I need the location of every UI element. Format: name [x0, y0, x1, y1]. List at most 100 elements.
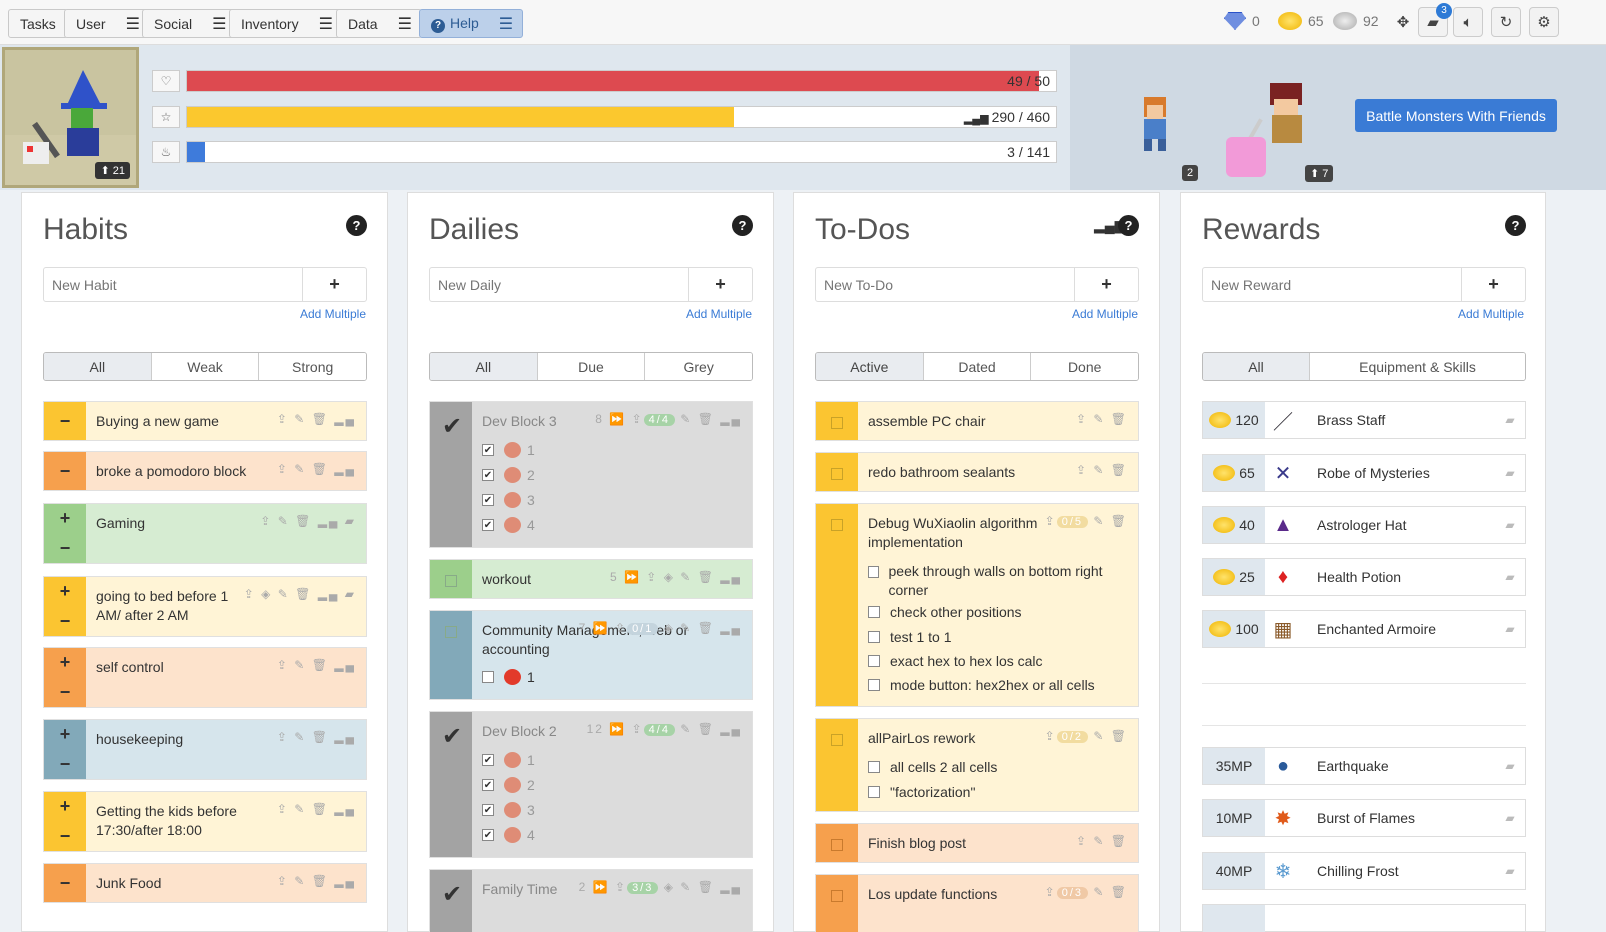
habit-minus-button[interactable]: − [59, 410, 71, 431]
habit-minus-button[interactable]: − [59, 753, 71, 774]
upload-icon[interactable]: ⇪ [631, 412, 644, 426]
habit-minus-button[interactable]: − [59, 825, 71, 846]
gems-counter[interactable]: 0 [1224, 12, 1260, 30]
signal-icon[interactable]: ▂▄▆ [1094, 217, 1126, 233]
checklist-item[interactable]: ✔ 1 [482, 442, 535, 458]
todo-item[interactable]: Los update functions ⇪ 0/3 ✎ 🗑︎ [815, 874, 1139, 932]
checkbox-checked-icon[interactable]: ✔ [482, 469, 494, 481]
daily-checkbox[interactable]: ✔ [430, 402, 472, 547]
skill-item[interactable]: 40MP ❄ Chilling Frost ▰ [1202, 852, 1526, 890]
help-icon[interactable]: ? [1505, 215, 1526, 236]
new-daily-input[interactable] [430, 268, 688, 301]
add-multiple-link[interactable]: Add Multiple [1071, 307, 1138, 321]
skill-item[interactable]: 35MP ● Earthquake ▰ [1202, 747, 1526, 785]
checklist-item[interactable]: mode button: hex2hex or all cells [868, 677, 1095, 693]
todo-checkbox[interactable] [816, 402, 858, 440]
hamburger-icon[interactable]: ☰ [498, 15, 514, 33]
help-icon[interactable]: ? [1118, 215, 1139, 236]
checklist-item[interactable]: ✔ 2 [482, 777, 535, 793]
checklist-item[interactable]: all cells 2 all cells [868, 759, 997, 775]
hamburger-icon[interactable]: ☰ [212, 15, 227, 33]
add-habit-button[interactable]: + [302, 268, 366, 301]
todo-item[interactable]: assemble PC chair ⇪ ✎ 🗑︎ [815, 401, 1139, 441]
tab-equipment-skills[interactable]: Equipment & Skills [1310, 353, 1525, 380]
checkbox-icon[interactable] [868, 631, 880, 643]
upload-icon[interactable]: ⇪ [646, 570, 659, 584]
daily-item[interactable]: Community Management, web or accounting … [429, 610, 753, 700]
tab-all[interactable]: All [430, 353, 538, 380]
checkbox-checked-icon[interactable]: ✔ [482, 494, 494, 506]
settings-button[interactable]: ⚙ [1529, 7, 1559, 37]
daily-item[interactable]: ✔ Dev Block 3 8 ⏩ ⇪ 4/4 ✎ 🗑︎ ▂▄ ✔ 1 ✔ 2 ✔ 3 … [429, 401, 753, 548]
reward-item[interactable]: 25 ♦ Health Potion ▰ [1202, 558, 1526, 596]
todo-checkbox[interactable] [816, 719, 858, 811]
checkbox-icon[interactable] [831, 519, 843, 531]
skill-item[interactable]: 10MP ✸ Burst of Flames ▰ [1202, 799, 1526, 837]
comment-icon[interactable]: ▰ [1505, 570, 1515, 584]
habit-actions-icon[interactable]: ⇪ ✎ 🗑︎ ▂▄ [276, 658, 356, 672]
habit-item[interactable]: − Junk Food ⇪ ✎ 🗑︎ ▂▄ [43, 863, 367, 903]
comment-icon[interactable]: ▰ [1505, 864, 1515, 878]
new-habit-input[interactable] [44, 268, 302, 301]
trash-icon[interactable]: 🗑︎ [697, 621, 715, 635]
upload-icon[interactable]: ⇪ [631, 722, 644, 736]
help-icon[interactable]: ? [732, 215, 753, 236]
tab-all[interactable]: All [1203, 353, 1310, 380]
comment-icon[interactable]: ▰ [1505, 811, 1515, 825]
reward-item[interactable]: 40 ▲ Astrologer Hat ▰ [1202, 506, 1526, 544]
daily-checkbox[interactable] [430, 611, 472, 699]
todo-checkbox[interactable] [816, 504, 858, 706]
todo-actions-icon[interactable]: ⇪ ✎ 🗑︎ [1075, 834, 1128, 848]
checkbox-icon[interactable] [831, 890, 843, 902]
checklist-item[interactable]: ✔ 2 [482, 467, 535, 483]
tag-icon[interactable]: ◈ [663, 570, 675, 584]
party-member-avatar-icon[interactable] [1130, 95, 1180, 155]
edit-icon[interactable]: ✎ [680, 412, 693, 426]
nav-user[interactable]: User ☰ [64, 9, 150, 38]
habit-minus-button[interactable]: − [59, 610, 71, 631]
daily-item[interactable]: ✔ Family Time 2 ⏩ ⇪ 3/3 ◈ ✎ 🗑︎ ▂▄ [429, 869, 753, 932]
avatar[interactable]: ⬆ 21 [2, 47, 139, 188]
todo-item[interactable]: allPairLos rework ⇪ 0/2 ✎ 🗑︎ all cells 2 … [815, 718, 1139, 812]
habit-actions-icon[interactable]: ⇪ ✎ 🗑︎ ▂▄ [276, 802, 356, 816]
habit-plus-button[interactable]: + [59, 796, 71, 817]
add-multiple-link[interactable]: Add Multiple [299, 307, 366, 321]
edit-icon[interactable]: ✎ [1093, 514, 1106, 528]
nav-help[interactable]: ? Help ☰ [419, 9, 524, 38]
tag-icon[interactable]: ◈ [663, 880, 675, 894]
checkbox-checked-icon[interactable]: ✔ [482, 779, 494, 791]
edit-icon[interactable]: ✎ [680, 722, 693, 736]
checkbox-icon[interactable] [868, 655, 880, 667]
tab-done[interactable]: Done [1031, 353, 1138, 380]
upload-icon[interactable]: ⇪ [615, 880, 628, 894]
nav-data[interactable]: Data ☰ [336, 9, 422, 38]
checklist-item[interactable]: 1 [482, 669, 535, 685]
upload-icon[interactable]: ⇪ [1044, 885, 1057, 899]
checkbox-icon[interactable] [445, 575, 457, 587]
stats-icon[interactable]: ▂▄ [720, 570, 742, 584]
checklist-item[interactable]: peek through walls on bottom right corne… [868, 562, 1108, 600]
habit-actions-icon[interactable]: ⇪ ✎ 🗑︎ ▂▄ [276, 874, 356, 888]
trash-icon[interactable]: 🗑︎ [697, 880, 715, 894]
trash-icon[interactable]: 🗑︎ [1110, 885, 1128, 899]
checkbox-icon[interactable] [831, 417, 843, 429]
trash-icon[interactable]: 🗑︎ [697, 570, 715, 584]
habit-item[interactable]: + − housekeeping ⇪ ✎ 🗑︎ ▂▄ [43, 719, 367, 780]
add-daily-button[interactable]: + [688, 268, 752, 301]
nav-inventory[interactable]: Inventory ☰ [229, 9, 343, 38]
refresh-button[interactable]: ↻ [1491, 7, 1521, 37]
todo-checkbox[interactable] [816, 824, 858, 862]
checkbox-icon[interactable] [831, 734, 843, 746]
tab-grey[interactable]: Grey [645, 353, 752, 380]
habit-actions-icon[interactable]: ⇪ ✎ 🗑︎ ▂▄ [276, 730, 356, 744]
checkbox-checked-icon[interactable]: ✔ [482, 804, 494, 816]
habit-actions-icon[interactable]: ⇪ ✎ 🗑︎ ▂▄ [276, 412, 356, 426]
habit-minus-button[interactable]: − [59, 872, 71, 893]
todo-actions-icon[interactable]: ⇪ ✎ 🗑︎ [1075, 463, 1128, 477]
edit-icon[interactable]: ✎ [1093, 729, 1106, 743]
tag-icon[interactable]: ◈ [663, 621, 675, 635]
todo-item[interactable]: Debug WuXiaolin algorithm implementation… [815, 503, 1139, 707]
skill-item[interactable] [1202, 904, 1526, 932]
new-todo-input[interactable] [816, 268, 1074, 301]
habit-minus-button[interactable]: − [59, 460, 71, 481]
